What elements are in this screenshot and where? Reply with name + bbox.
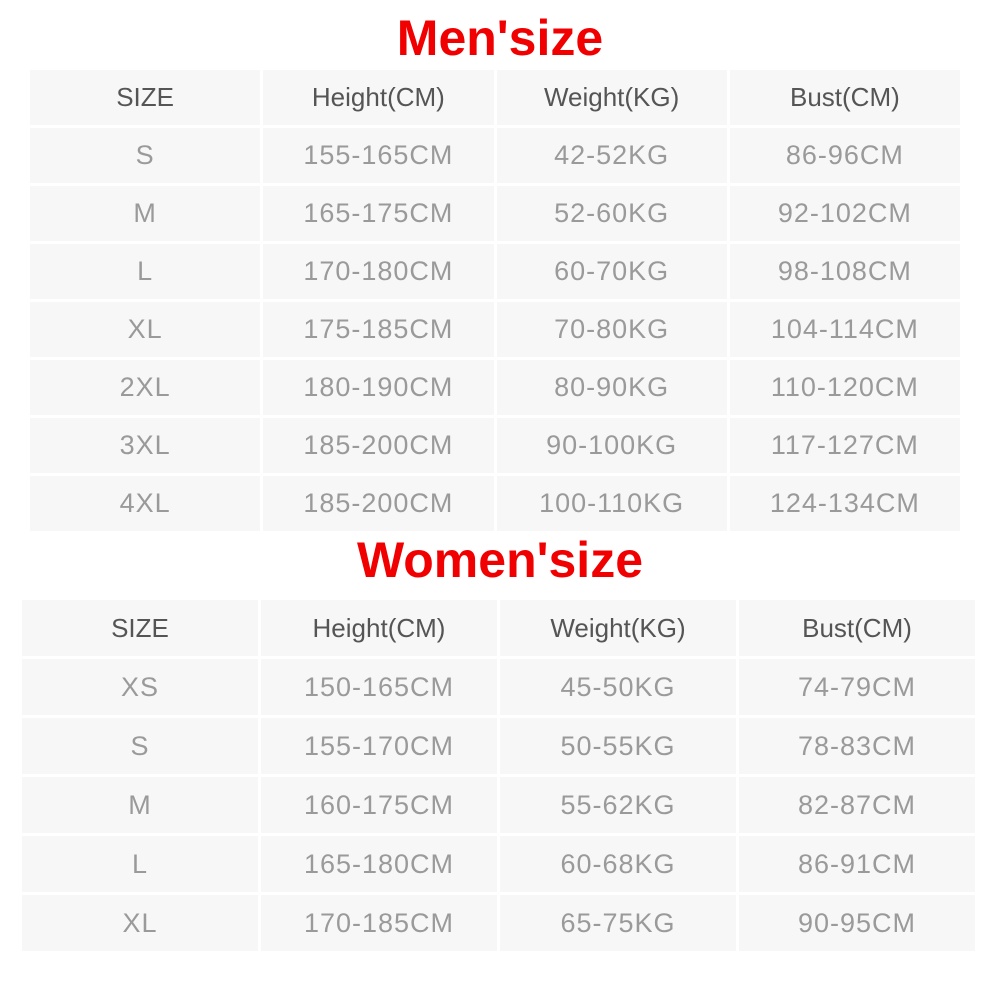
table-cell: 90-95CM	[739, 895, 975, 951]
table-row: XS 150-165CM 45-50KG 74-79CM	[22, 659, 975, 715]
table-cell: 60-70KG	[496, 244, 727, 299]
header-cell: SIZE	[22, 600, 258, 656]
table-row: S 155-170CM 50-55KG 78-83CM	[22, 718, 975, 774]
table-row: L 165-180CM 60-68KG 86-91CM	[22, 836, 975, 892]
table-cell: XL	[22, 895, 258, 951]
table-cell: 78-83CM	[739, 718, 975, 774]
table-row: M 165-175CM 52-60KG 92-102CM	[30, 186, 960, 241]
table-header-row: SIZE Height(CM) Weight(KG) Bust(CM)	[30, 70, 960, 125]
women-size-table: SIZE Height(CM) Weight(KG) Bust(CM) XS 150-16…	[19, 597, 978, 954]
table-header-row: SIZE Height(CM) Weight(KG) Bust(CM)	[22, 600, 975, 656]
table-cell: 92-102CM	[729, 186, 960, 241]
table-cell: 165-180CM	[261, 836, 497, 892]
table-cell: 55-62KG	[500, 777, 736, 833]
header-cell: Weight(KG)	[500, 600, 736, 656]
table-cell: 185-200CM	[263, 476, 494, 531]
table-row: 3XL 185-200CM 90-100KG 117-127CM	[30, 418, 960, 473]
table-row: 2XL 180-190CM 80-90KG 110-120CM	[30, 360, 960, 415]
table-cell: S	[30, 128, 261, 183]
table-cell: 104-114CM	[729, 302, 960, 357]
table-cell: 2XL	[30, 360, 261, 415]
table-cell: 80-90KG	[496, 360, 727, 415]
women-size-title: Women'size	[356, 532, 644, 588]
table-cell: M	[22, 777, 258, 833]
header-cell: Bust(CM)	[729, 70, 960, 125]
table-cell: 175-185CM	[263, 302, 494, 357]
table-cell: 124-134CM	[729, 476, 960, 531]
table-cell: M	[30, 186, 261, 241]
table-cell: 110-120CM	[729, 360, 960, 415]
table-cell: 3XL	[30, 418, 261, 473]
table-row: S 155-165CM 42-52KG 86-96CM	[30, 128, 960, 183]
men-size-table: SIZE Height(CM) Weight(KG) Bust(CM) S 155-165…	[27, 67, 963, 534]
table-cell: 60-68KG	[500, 836, 736, 892]
table-row: 4XL 185-200CM 100-110KG 124-134CM	[30, 476, 960, 531]
header-cell: Height(CM)	[261, 600, 497, 656]
table-cell: 185-200CM	[263, 418, 494, 473]
table-cell: L	[22, 836, 258, 892]
table-cell: 82-87CM	[739, 777, 975, 833]
table-cell: 98-108CM	[729, 244, 960, 299]
table-cell: 42-52KG	[496, 128, 727, 183]
header-cell: Weight(KG)	[496, 70, 727, 125]
header-cell: Height(CM)	[263, 70, 494, 125]
table-cell: 150-165CM	[261, 659, 497, 715]
header-cell: SIZE	[30, 70, 261, 125]
table-cell: 4XL	[30, 476, 261, 531]
table-cell: 117-127CM	[729, 418, 960, 473]
table-cell: 180-190CM	[263, 360, 494, 415]
table-cell: 65-75KG	[500, 895, 736, 951]
table-cell: 50-55KG	[500, 718, 736, 774]
table-cell: XL	[30, 302, 261, 357]
table-cell: S	[22, 718, 258, 774]
table-row: L 170-180CM 60-70KG 98-108CM	[30, 244, 960, 299]
table-cell: 70-80KG	[496, 302, 727, 357]
table-cell: 45-50KG	[500, 659, 736, 715]
table-cell: XS	[22, 659, 258, 715]
table-cell: 52-60KG	[496, 186, 727, 241]
table-cell: 74-79CM	[739, 659, 975, 715]
table-row: XL 170-185CM 65-75KG 90-95CM	[22, 895, 975, 951]
table-row: XL 175-185CM 70-80KG 104-114CM	[30, 302, 960, 357]
table-cell: 100-110KG	[496, 476, 727, 531]
men-size-title: Men'size	[396, 10, 604, 66]
table-cell: 170-180CM	[263, 244, 494, 299]
table-cell: 170-185CM	[261, 895, 497, 951]
table-cell: 86-91CM	[739, 836, 975, 892]
table-cell: 86-96CM	[729, 128, 960, 183]
table-cell: 155-170CM	[261, 718, 497, 774]
table-cell: 90-100KG	[496, 418, 727, 473]
header-cell: Bust(CM)	[739, 600, 975, 656]
table-cell: 165-175CM	[263, 186, 494, 241]
table-cell: 155-165CM	[263, 128, 494, 183]
table-cell: L	[30, 244, 261, 299]
table-row: M 160-175CM 55-62KG 82-87CM	[22, 777, 975, 833]
table-cell: 160-175CM	[261, 777, 497, 833]
